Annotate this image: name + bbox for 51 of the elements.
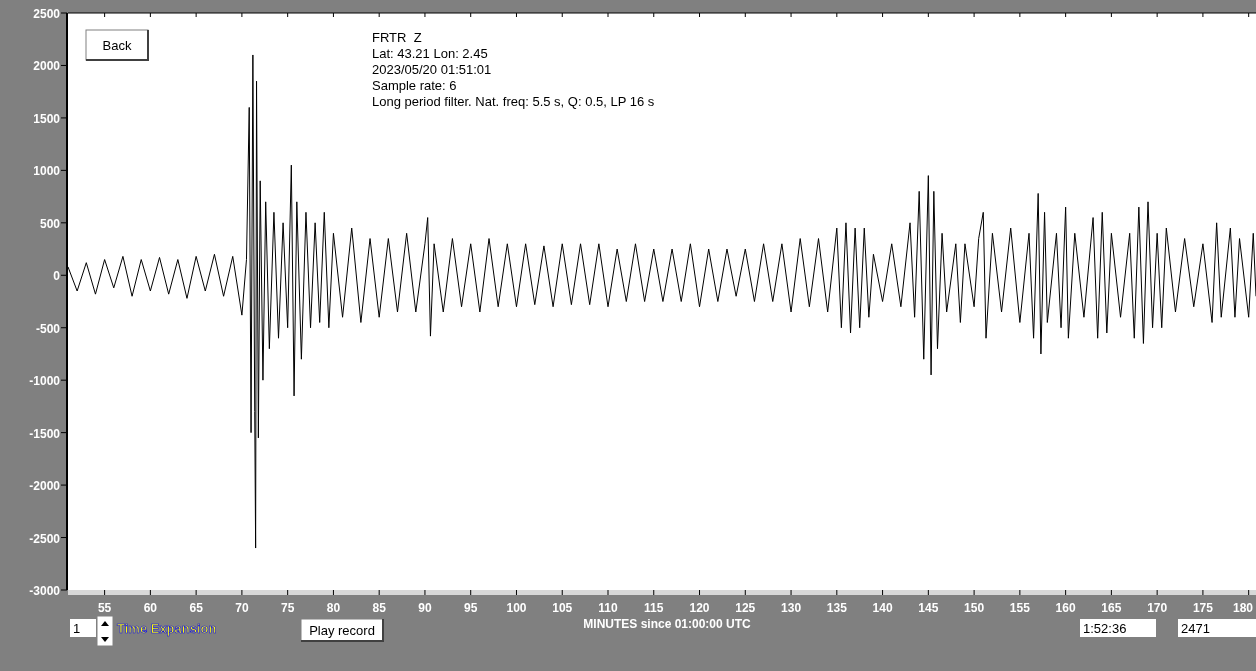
annotation: Sample rate: 6	[372, 78, 457, 93]
y-tick-label: -1000	[29, 374, 61, 389]
time-field: 1:52:36	[1080, 619, 1156, 637]
y-tick-label: -2500	[29, 531, 61, 546]
x-tick-label: 115	[644, 601, 664, 615]
y-tick-label: 0	[53, 269, 61, 284]
text: Time Expansion	[117, 621, 217, 636]
y-tick-label: -3000	[29, 584, 61, 598]
x-tick-label: 160	[1055, 601, 1076, 615]
x-tick-label: 55	[97, 601, 112, 615]
x-tick-label: 65	[189, 601, 204, 615]
x-tick-label: 180	[1232, 601, 1254, 615]
x-tick-label: 125	[735, 601, 756, 615]
x-tick-label: 140	[872, 601, 893, 615]
annotation: Back	[102, 38, 132, 53]
x-tick-label: 70	[235, 601, 249, 615]
text: FRTR Z	[372, 30, 422, 45]
y-tick-label: 1000	[33, 164, 61, 179]
x-tick-label: 100	[506, 601, 527, 615]
x-tick-label: 135	[826, 601, 848, 615]
x-tick-label: 130	[781, 601, 802, 615]
x-tick-label: 85	[372, 601, 387, 615]
x-tick-label: 105	[552, 601, 573, 615]
x-tick-label: 175	[1192, 601, 1214, 615]
x-tick-label: 80	[326, 601, 341, 615]
x-tick-label: 110	[598, 601, 619, 615]
y-tick-label: -500	[35, 321, 61, 336]
y-tick-label: 2000	[33, 59, 61, 74]
number-field: 1	[70, 619, 96, 637]
x-tick-label: 60	[143, 601, 158, 615]
back-button: Back	[85, 29, 149, 61]
y-tick-label: 2500	[33, 7, 61, 21]
x-tick-label: 165	[1101, 601, 1122, 615]
play-record-button: Play record	[300, 618, 384, 642]
x-tick-label: 90	[418, 601, 432, 615]
x-tick-label: 95	[464, 601, 478, 615]
y-tick-label: -2000	[29, 479, 61, 494]
x-tick-label: 120	[689, 601, 710, 615]
y-tick-label: 1500	[33, 111, 61, 126]
count-field: 2471	[1178, 619, 1256, 637]
x-tick-label: 75	[280, 601, 295, 615]
annotation: 2023/05/20 01:51:01	[372, 62, 492, 77]
y-tick-label: -1500	[29, 426, 61, 441]
text: Lat: 43.21 Lon: 2.45	[372, 46, 488, 61]
x-tick-label: 170	[1147, 601, 1168, 615]
x-tick-label: 155	[1009, 601, 1031, 615]
x-axis-title: MINUTES since 01:00:00 UTC	[583, 617, 752, 631]
x-tick-label: 145	[918, 601, 939, 615]
annotation: Long period filter. Nat. freq: 5.5 s, Q: 0.5, LP 16 s	[372, 94, 655, 109]
y-tick-label: 500	[39, 216, 61, 231]
x-tick-label: 150	[964, 601, 985, 615]
